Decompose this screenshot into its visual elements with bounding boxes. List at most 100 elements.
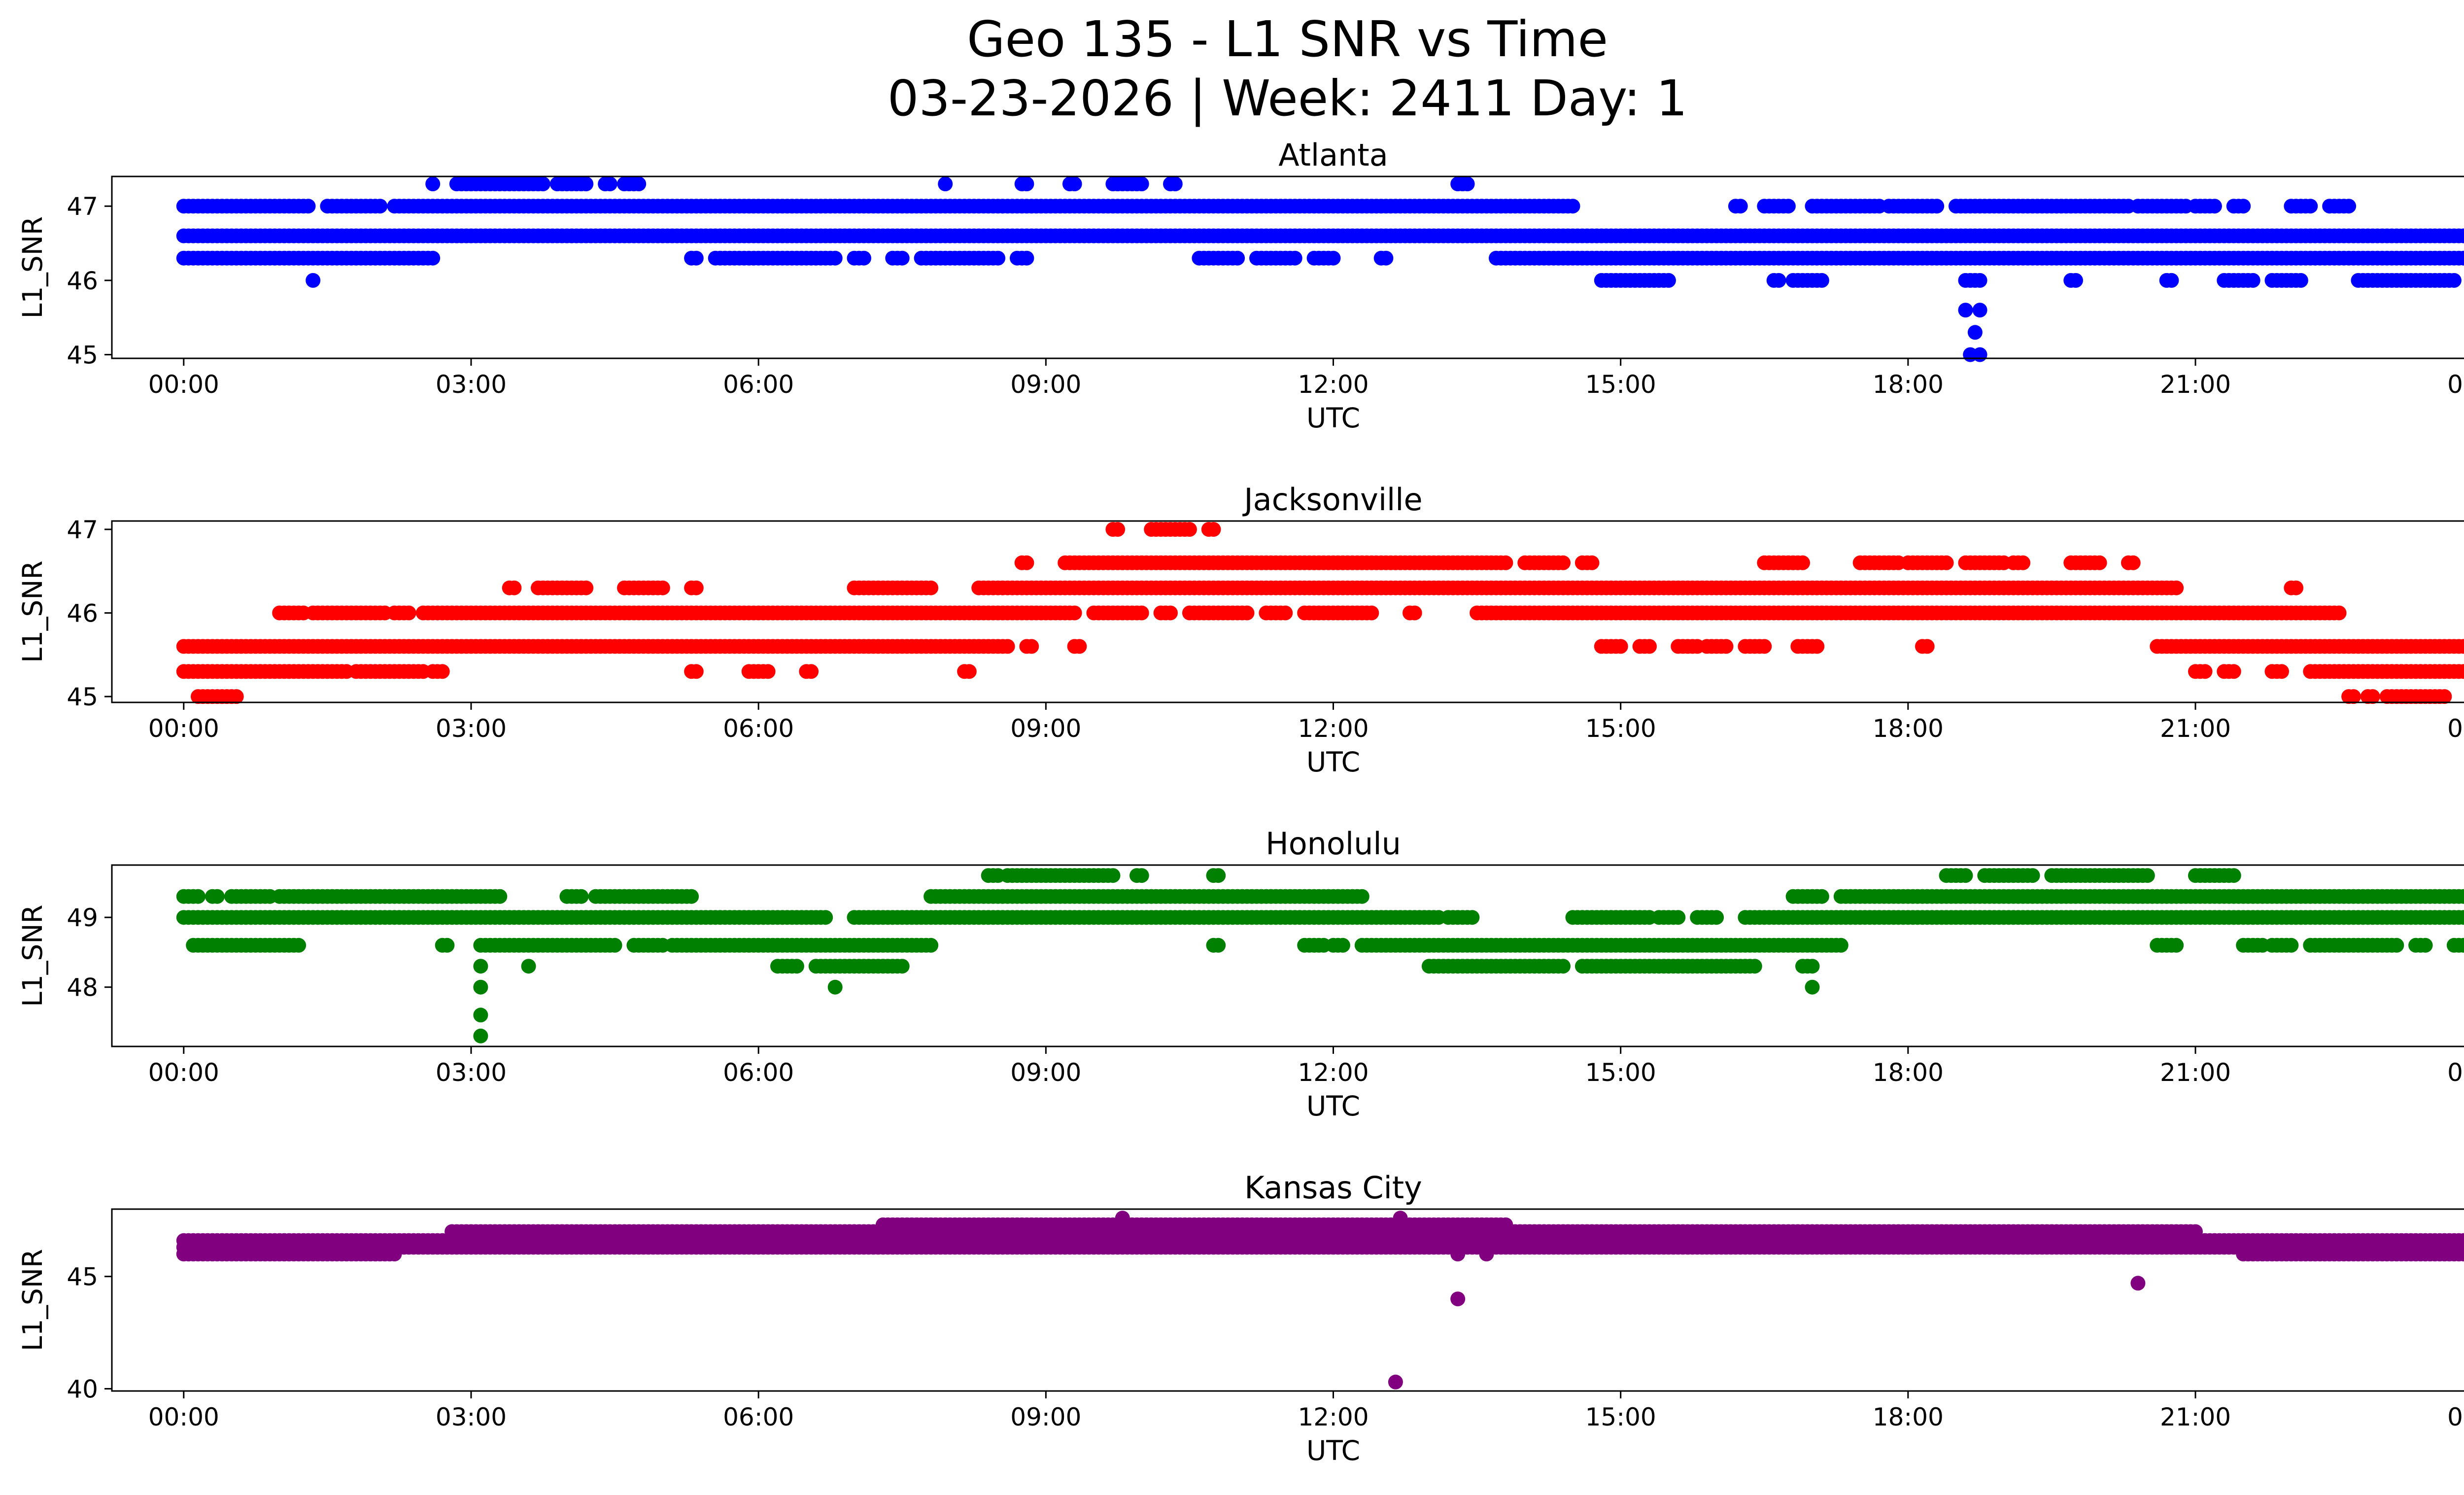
data-point [2461, 230, 2464, 242]
data-point [856, 250, 871, 266]
data-point [574, 889, 589, 904]
data-point [473, 979, 488, 995]
x-tick-label: 09:00 [1010, 1058, 1081, 1087]
data-point [1780, 199, 1796, 214]
x-tick-label: 00:00 [2447, 1058, 2464, 1087]
data-point [1211, 868, 1226, 883]
data-point [229, 689, 244, 704]
data-point [1364, 605, 1379, 621]
data-point [684, 889, 699, 904]
y-axis-label: L1_SNR [17, 216, 48, 318]
data-point [473, 1028, 488, 1043]
data-point [492, 889, 508, 904]
data-point [1556, 555, 1571, 570]
data-point [2169, 938, 2184, 953]
x-tick-label: 06:00 [723, 370, 794, 399]
data-point [1833, 938, 1848, 953]
data-point [1709, 910, 1724, 925]
data-point [473, 1008, 488, 1023]
data-point [1019, 176, 1034, 192]
data-point [760, 664, 776, 679]
data-point [1718, 639, 1734, 654]
data-point [2461, 939, 2464, 951]
data-point [1805, 979, 1820, 995]
data-point [655, 580, 670, 595]
data-point [2461, 252, 2464, 264]
data-point [1584, 555, 1600, 570]
data-point [1814, 273, 1829, 288]
data-point [1556, 959, 1571, 974]
x-tick-label: 09:00 [1010, 370, 1081, 399]
data-point [1810, 639, 1825, 654]
y-axis-label: L1_SNR [17, 904, 48, 1007]
data-point [1206, 522, 1221, 537]
data-point [804, 664, 819, 679]
data-point [1460, 176, 1475, 192]
data-point [2125, 555, 2141, 570]
data-point [291, 938, 307, 953]
data-point [688, 250, 704, 266]
x-axis-label: UTC [1306, 746, 1360, 778]
data-point [2418, 938, 2433, 953]
data-point [1814, 889, 1829, 904]
x-tick-label: 03:00 [436, 370, 507, 399]
y-tick-label: 47 [67, 516, 98, 544]
data-point [2437, 689, 2452, 704]
data-point [1642, 639, 1657, 654]
figure-title-line-1: Geo 135 - L1 SNR vs Time [967, 10, 1608, 68]
y-tick-label: 46 [67, 267, 98, 295]
data-point [2016, 555, 2031, 570]
data-point [1465, 910, 1480, 925]
data-point [535, 176, 550, 192]
data-point [2331, 605, 2347, 621]
x-tick-label: 18:00 [1873, 370, 1944, 399]
x-tick-label: 12:00 [1298, 1058, 1369, 1087]
data-point [209, 889, 225, 904]
data-point [2293, 273, 2308, 288]
data-point [2169, 580, 2184, 595]
data-point [894, 250, 910, 266]
subplot-title: Jacksonville [1242, 482, 1422, 518]
data-point [425, 176, 441, 192]
data-point [373, 199, 388, 214]
figure-title: Geo 135 - L1 SNR vs Time 03-23-2026 | We… [0, 10, 2464, 128]
x-tick-label: 12:00 [1298, 714, 1369, 743]
data-point [2461, 1248, 2464, 1260]
data-point [1354, 889, 1369, 904]
data-point [2207, 199, 2222, 214]
y-tick-label: 45 [67, 341, 98, 369]
data-point [2140, 868, 2155, 883]
data-point [631, 176, 647, 192]
data-point [1407, 605, 1422, 621]
data-point [1771, 273, 1786, 288]
x-tick-label: 21:00 [2160, 714, 2231, 743]
x-tick-label: 00:00 [148, 714, 219, 743]
x-tick-label: 18:00 [1873, 714, 1944, 743]
data-point [306, 273, 321, 288]
data-point [2092, 555, 2107, 570]
data-point [2226, 868, 2241, 883]
x-tick-label: 15:00 [1585, 370, 1656, 399]
x-tick-label: 15:00 [1585, 1058, 1656, 1087]
data-point [1967, 325, 1983, 340]
data-points [176, 1211, 2464, 1390]
data-point [688, 664, 704, 679]
x-tick-label: 12:00 [1298, 370, 1369, 399]
data-point [191, 889, 205, 904]
data-point [2461, 665, 2464, 678]
data-point [2245, 273, 2260, 288]
data-point [1747, 959, 1762, 974]
x-tick-label: 18:00 [1873, 1058, 1944, 1087]
data-point [1110, 522, 1126, 537]
data-point [473, 959, 488, 974]
data-point [1972, 303, 1987, 318]
data-point [1939, 555, 1954, 570]
data-point [1498, 555, 1513, 570]
data-point [991, 250, 1006, 266]
data-point [924, 580, 939, 595]
subplot-title: Atlanta [1278, 137, 1388, 173]
data-point [1019, 250, 1034, 266]
data-point [579, 176, 594, 192]
